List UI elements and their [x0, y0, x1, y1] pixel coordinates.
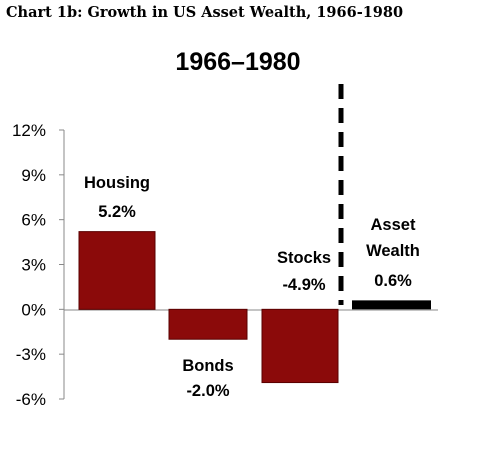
value-label-stocks: -4.9% [282, 276, 325, 294]
y-tick-label: -3% [16, 345, 46, 364]
y-tick-label: 0% [21, 300, 46, 319]
y-axis-ticks: 12% 9% 6% 3% 0% -3% -6% [12, 121, 64, 409]
category-label-housing: Housing [84, 174, 150, 192]
bar-asset-wealth [352, 300, 431, 310]
value-label-housing: 5.2% [98, 203, 136, 221]
chart-title: 1966–1980 [175, 48, 300, 76]
bars [78, 231, 431, 384]
y-tick-label: 9% [21, 166, 46, 185]
y-tick-label: 6% [21, 211, 46, 230]
bar-stocks [261, 308, 339, 384]
category-label-asset-wealth: Asset [371, 216, 416, 234]
y-tick-label: 12% [12, 121, 46, 140]
chart-heading: Chart 1b: Growth in US Asset Wealth, 196… [6, 4, 404, 21]
y-tick-label: 3% [21, 256, 46, 275]
bar-housing [78, 231, 156, 310]
bar-labels: Housing 5.2% Bonds -2.0% Stocks -4.9% Asset Wea… [84, 174, 420, 400]
value-label-asset-wealth: 0.6% [374, 272, 412, 290]
category-label-asset-wealth: Wealth [366, 242, 420, 260]
category-label-stocks: Stocks [277, 249, 331, 267]
value-label-bonds: -2.0% [186, 382, 229, 400]
y-tick-label: -6% [16, 390, 46, 409]
category-label-bonds: Bonds [182, 357, 233, 375]
bar-bonds [168, 308, 248, 340]
